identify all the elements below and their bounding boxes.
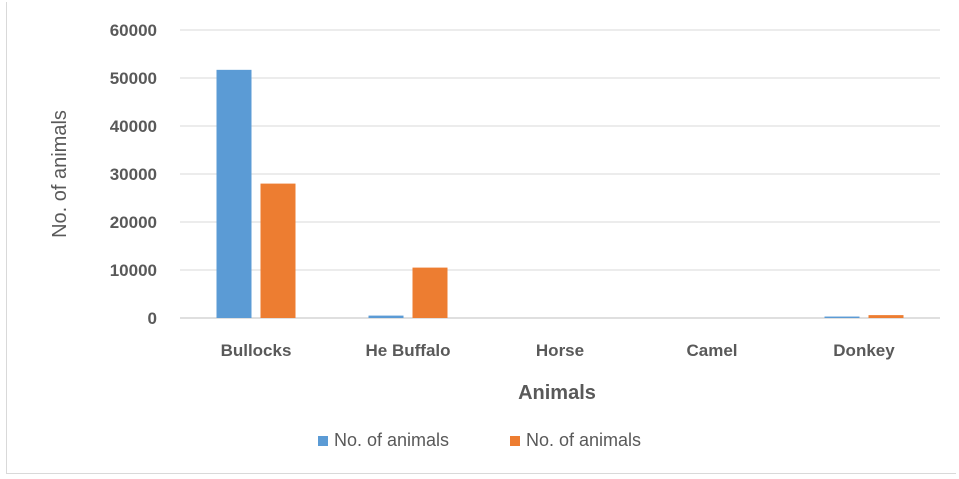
chart-frame — [6, 2, 956, 474]
bars — [216, 69, 904, 318]
legend-swatch — [510, 436, 520, 446]
x-axis-categories: Bullocks He Buffalo Horse Camel Donkey — [221, 341, 896, 360]
legend-label: No. of animals — [526, 430, 641, 450]
y-axis-title: No. of animals — [49, 110, 71, 238]
gridlines — [180, 29, 940, 319]
x-category-label: He Buffalo — [366, 341, 451, 360]
x-category-label: Camel — [686, 341, 737, 360]
legend: No. of animals No. of animals — [318, 430, 641, 450]
bar-bullocks-series-2 — [260, 183, 296, 318]
x-axis-title: Animals — [518, 382, 596, 404]
y-tick-label: 30000 — [110, 165, 157, 184]
y-tick-label: 0 — [148, 309, 157, 328]
x-category-label: Horse — [536, 341, 584, 360]
x-category-label: Bullocks — [221, 341, 292, 360]
x-category-label: Donkey — [833, 341, 895, 360]
y-axis-ticks: 0 10000 20000 30000 40000 50000 60000 — [110, 21, 157, 328]
y-tick-label: 60000 — [110, 21, 157, 40]
bar-bullocks-series-1 — [216, 69, 252, 318]
y-tick-label: 40000 — [110, 117, 157, 136]
bar-donkey-series-1 — [824, 316, 860, 318]
y-tick-label: 50000 — [110, 69, 157, 88]
y-tick-label: 20000 — [110, 213, 157, 232]
legend-label: No. of animals — [334, 430, 449, 450]
legend-swatch — [318, 436, 328, 446]
bar-he-buffalo-series-2 — [412, 267, 448, 318]
bar-he-buffalo-series-1 — [368, 315, 404, 318]
y-tick-label: 10000 — [110, 261, 157, 280]
bar-donkey-series-2 — [868, 315, 904, 318]
